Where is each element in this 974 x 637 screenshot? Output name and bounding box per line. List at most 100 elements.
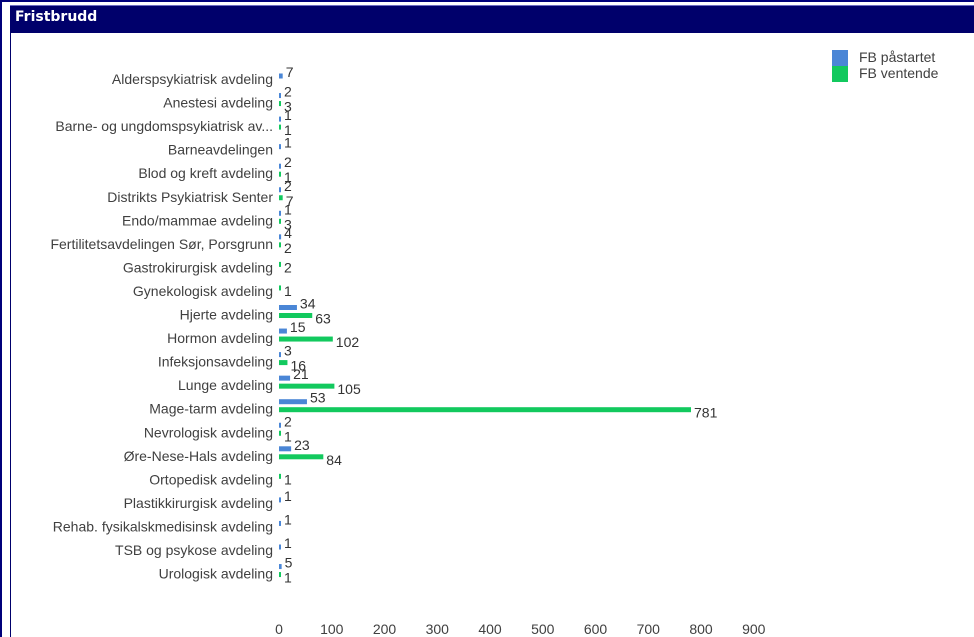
- legend-label: FB påstartet: [859, 49, 935, 65]
- bar-fb-ventende: [279, 285, 281, 291]
- data-label: 1: [284, 570, 292, 586]
- bar-fb-ventende: [279, 101, 281, 107]
- data-label: 53: [310, 390, 326, 406]
- category-label: Nevrologisk avdeling: [144, 424, 273, 440]
- data-label: 2: [284, 84, 292, 100]
- panel-title-bar: Fristbrudd: [10, 5, 974, 33]
- category-label: Blod og kreft avdeling: [138, 165, 273, 181]
- data-label: 63: [315, 311, 331, 327]
- data-label: 1: [284, 201, 292, 217]
- x-tick-label: 0: [275, 621, 283, 637]
- bar-fb-pastartet: [279, 564, 282, 570]
- data-label: 102: [336, 334, 360, 350]
- category-label: Barne- og ungdomspsykiatrisk av...: [55, 118, 273, 134]
- bar-fb-pastartet: [279, 520, 281, 526]
- bar-fb-ventende: [279, 454, 324, 460]
- bar-fb-pastartet: [279, 399, 307, 405]
- data-label: 2: [284, 413, 292, 429]
- bar-fb-pastartet: [279, 422, 281, 428]
- data-label: 1: [284, 471, 292, 487]
- data-label: 1: [284, 283, 292, 299]
- legend-label: FB ventende: [859, 65, 939, 81]
- bar-fb-pastartet: [279, 446, 292, 452]
- bar-fb-pastartet: [279, 93, 281, 99]
- data-label: 4: [284, 225, 292, 241]
- data-label: 1: [284, 535, 292, 551]
- bar-fb-pastartet: [279, 210, 281, 216]
- panel-left-border: [10, 32, 11, 637]
- data-label: 1: [284, 488, 292, 504]
- x-tick-label: 500: [531, 621, 555, 637]
- bar-fb-ventende: [279, 473, 281, 479]
- bar-fb-ventende: [279, 261, 281, 267]
- category-label: Hormon avdeling: [167, 330, 273, 346]
- category-label: Urologisk avdeling: [159, 566, 273, 582]
- x-tick-label: 300: [426, 621, 450, 637]
- bar-fb-pastartet: [279, 116, 281, 122]
- bar-fb-ventende: [279, 336, 333, 342]
- category-label: Gastrokirurgisk avdeling: [123, 259, 273, 275]
- data-label: 23: [294, 437, 310, 453]
- data-label: 105: [337, 381, 361, 397]
- legend-swatch: [832, 66, 848, 82]
- data-label: 1: [284, 511, 292, 527]
- bar-fb-pastartet: [279, 497, 281, 503]
- category-label: Lunge avdeling: [178, 377, 273, 393]
- bar-fb-pastartet: [279, 234, 282, 240]
- bar-fb-pastartet: [279, 375, 291, 381]
- category-label: Ortopedisk avdeling: [149, 471, 273, 487]
- bar-fb-pastartet: [279, 187, 281, 193]
- bar-fb-ventende: [279, 242, 281, 248]
- data-label: 3: [284, 99, 292, 115]
- data-label: 15: [290, 319, 306, 335]
- data-label: 2: [284, 178, 292, 194]
- data-label: 1: [284, 428, 292, 444]
- data-label: 2: [284, 259, 292, 275]
- data-label: 34: [300, 296, 316, 312]
- category-label: Rehab. fysikalskmedisinsk avdeling: [53, 518, 273, 534]
- bar-fb-ventende: [279, 313, 313, 318]
- category-label: Mage-tarm avdeling: [149, 401, 273, 417]
- x-tick-label: 600: [584, 621, 608, 637]
- bar-fb-pastartet: [279, 305, 297, 310]
- bar-fb-pastartet: [279, 328, 287, 334]
- data-label: 781: [694, 405, 718, 421]
- bar-fb-ventende: [279, 171, 281, 177]
- category-label: Hjerte avdeling: [180, 307, 273, 323]
- category-label: Barneavdelingen: [168, 142, 273, 158]
- bar-fb-ventende: [279, 360, 288, 366]
- category-label: Alderspsykiatrisk avdeling: [112, 71, 273, 87]
- data-label: 1: [284, 122, 292, 138]
- data-label: 2: [284, 240, 292, 256]
- x-tick-label: 800: [689, 621, 713, 637]
- x-tick-label: 200: [373, 621, 397, 637]
- bar-fb-pastartet: [279, 73, 283, 79]
- panel-title: Fristbrudd: [15, 9, 98, 25]
- bar-fb-pastartet: [279, 352, 281, 358]
- data-label: 5: [285, 555, 293, 571]
- bar-fb-ventende: [279, 218, 281, 224]
- x-tick-label: 400: [478, 621, 502, 637]
- data-label: 7: [286, 193, 294, 209]
- data-label: 7: [286, 64, 294, 80]
- legend-swatch: [832, 50, 848, 66]
- category-label: Fertilitetsavdelingen Sør, Porsgrunn: [50, 236, 273, 252]
- bar-fb-ventende: [279, 572, 281, 578]
- data-label: 1: [284, 135, 292, 151]
- data-label: 2: [284, 154, 292, 170]
- bar-fb-ventende: [279, 407, 691, 413]
- category-label: Endo/mammae avdeling: [122, 212, 273, 228]
- bar-fb-ventende: [279, 124, 281, 130]
- category-label: Gynekologisk avdeling: [133, 283, 273, 299]
- category-label: Øre-Nese-Hals avdeling: [124, 448, 273, 464]
- bar-fb-ventende: [279, 195, 283, 201]
- data-label: 1: [284, 107, 292, 123]
- category-label: Anestesi avdeling: [163, 95, 273, 111]
- category-label: Plastikkirurgisk avdeling: [124, 495, 273, 511]
- data-label: 84: [326, 452, 342, 468]
- bar-fb-ventende: [279, 383, 335, 389]
- data-label: 21: [293, 366, 309, 382]
- bar-fb-pastartet: [279, 544, 281, 550]
